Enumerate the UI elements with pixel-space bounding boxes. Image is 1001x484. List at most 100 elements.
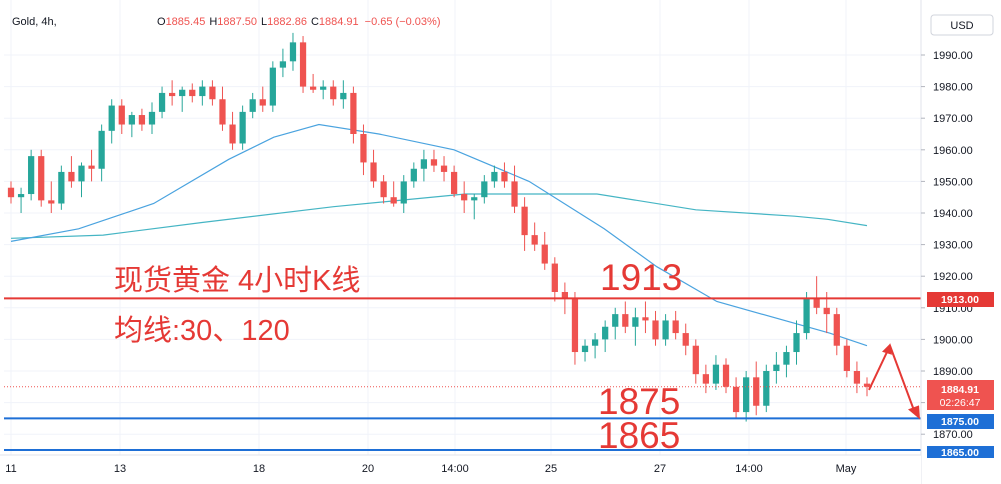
candle bbox=[289, 32, 297, 71]
candle bbox=[511, 165, 518, 213]
candle bbox=[501, 162, 508, 188]
y-tick-label: 1940.00 bbox=[933, 208, 973, 220]
currency-label: USD bbox=[950, 20, 973, 32]
y-tick-label: 1990.00 bbox=[933, 50, 973, 62]
candle bbox=[169, 80, 176, 106]
candle-body bbox=[58, 171, 65, 204]
candle bbox=[793, 320, 800, 365]
grid-lines bbox=[4, 0, 921, 455]
close-label: C bbox=[311, 16, 319, 28]
candle bbox=[430, 149, 438, 172]
candle bbox=[269, 61, 276, 112]
candle bbox=[461, 181, 468, 213]
candle-body bbox=[48, 200, 55, 204]
candle-body bbox=[743, 377, 750, 413]
candle-body bbox=[551, 263, 558, 292]
resistance-tag-label: 1913.00 bbox=[941, 294, 979, 306]
candle-body bbox=[108, 105, 115, 131]
candle-body bbox=[682, 333, 689, 346]
currency-button[interactable] bbox=[930, 14, 994, 36]
candle bbox=[541, 231, 548, 270]
candle bbox=[420, 149, 428, 182]
candle-body bbox=[581, 345, 589, 353]
candle bbox=[571, 292, 579, 365]
x-tick-label: May bbox=[836, 463, 857, 475]
candle-body bbox=[370, 162, 377, 182]
open-value: 1885.45 bbox=[166, 16, 206, 28]
candle bbox=[28, 149, 35, 201]
y-tick-label: 1900.00 bbox=[933, 334, 973, 346]
candle bbox=[239, 105, 246, 150]
candle-body bbox=[38, 156, 45, 201]
x-tick-label: 18 bbox=[253, 463, 265, 475]
candle bbox=[229, 111, 236, 150]
support-tag-1875 bbox=[927, 414, 994, 429]
candle bbox=[763, 364, 770, 413]
candle-body bbox=[863, 383, 871, 387]
candle bbox=[58, 165, 65, 210]
candle bbox=[209, 80, 216, 106]
candle bbox=[591, 333, 599, 359]
change-value: −0.65 (−0.03%) bbox=[365, 16, 441, 28]
candle bbox=[340, 80, 347, 109]
candle-body bbox=[320, 86, 327, 90]
candle-body bbox=[763, 371, 770, 406]
candle bbox=[88, 149, 95, 182]
candle-body bbox=[68, 171, 75, 182]
candle bbox=[672, 310, 679, 340]
candle-body bbox=[461, 194, 468, 201]
x-tick-label: 11 bbox=[5, 463, 16, 475]
candle bbox=[98, 124, 105, 182]
candle bbox=[843, 339, 850, 378]
support-tag-1865 bbox=[927, 446, 994, 458]
candle-body bbox=[179, 89, 186, 97]
current-price-label: 1884.91 bbox=[941, 384, 979, 396]
candle bbox=[108, 99, 115, 144]
candle bbox=[471, 194, 478, 220]
candle-body bbox=[239, 111, 246, 144]
y-tick-label: 1930.00 bbox=[933, 240, 973, 252]
candle-body bbox=[17, 194, 25, 198]
candle bbox=[259, 86, 266, 112]
support-tag-1875-label: 1875.00 bbox=[941, 416, 979, 428]
time-axis-panel[interactable] bbox=[0, 455, 921, 484]
low-value: 1882.86 bbox=[267, 16, 307, 28]
label-1913: 1913 bbox=[600, 257, 682, 298]
trend-arrow bbox=[868, 343, 920, 420]
candle-body bbox=[571, 298, 579, 353]
high-label: H bbox=[209, 16, 217, 28]
candle bbox=[612, 307, 619, 340]
candle-body bbox=[591, 339, 599, 346]
candle-body bbox=[400, 181, 407, 204]
candle bbox=[128, 111, 135, 138]
y-tick-label: 1960.00 bbox=[933, 145, 973, 157]
candle-body bbox=[521, 206, 528, 236]
candle bbox=[7, 181, 15, 204]
candle bbox=[833, 307, 840, 356]
symbol-legend: Gold, 4h, O1885.45 H1887.50 L1882.86 C1884.… bbox=[12, 16, 441, 28]
candle bbox=[521, 197, 528, 251]
candle bbox=[551, 257, 558, 302]
candle bbox=[783, 345, 790, 378]
candle-body bbox=[672, 320, 679, 334]
candle-body bbox=[199, 86, 206, 97]
candle-body bbox=[430, 159, 438, 166]
x-tick-label: 25 bbox=[545, 463, 557, 475]
candle bbox=[148, 102, 156, 134]
candle bbox=[491, 165, 498, 188]
candle-body bbox=[692, 345, 699, 375]
candle bbox=[642, 301, 649, 334]
moving-average-lines bbox=[10, 123, 868, 347]
candle bbox=[118, 99, 125, 134]
candle bbox=[330, 80, 337, 106]
candle-body bbox=[773, 364, 780, 371]
candle bbox=[662, 314, 669, 346]
current-price-tag bbox=[927, 380, 994, 410]
y-tick-label: 1970.00 bbox=[933, 113, 973, 125]
candle bbox=[360, 124, 367, 176]
candle bbox=[279, 48, 287, 78]
candle-body bbox=[209, 86, 216, 100]
candle bbox=[773, 352, 780, 384]
candle bbox=[803, 292, 810, 340]
